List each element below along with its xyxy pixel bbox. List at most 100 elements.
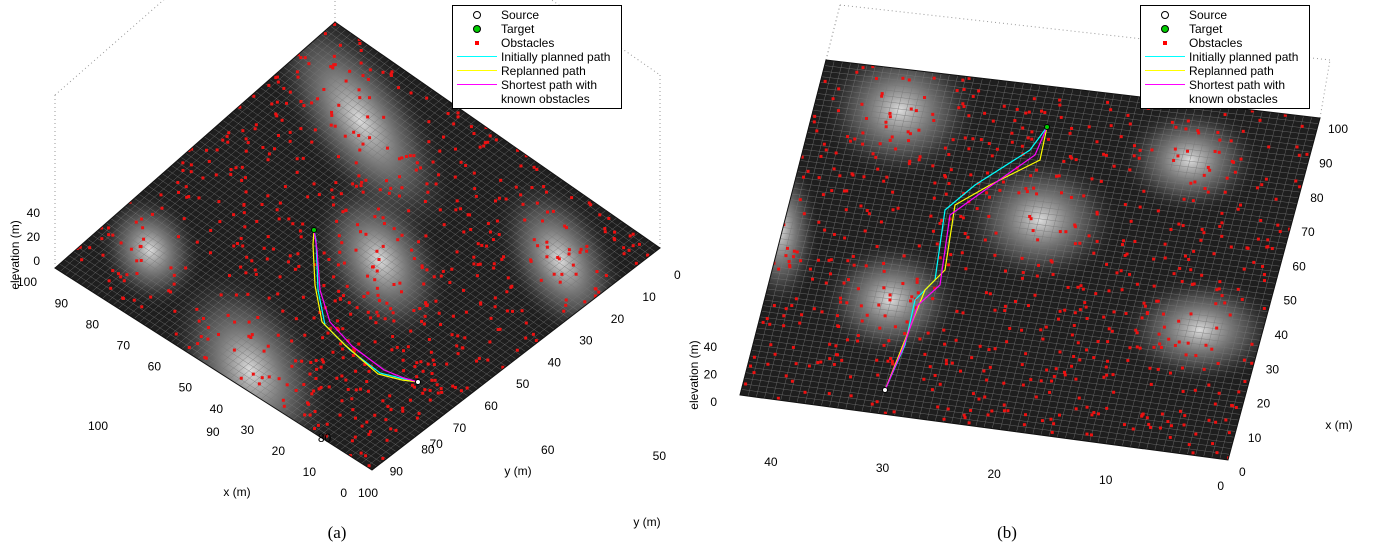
obstacle (1152, 346, 1155, 349)
obstacle (1067, 286, 1070, 289)
obstacle (310, 141, 313, 144)
obstacle (367, 390, 370, 393)
obstacle (1208, 419, 1211, 422)
obstacle (1140, 415, 1143, 418)
obstacle (188, 346, 191, 349)
obstacle (289, 140, 292, 143)
obstacle (360, 181, 363, 184)
obstacle (215, 173, 218, 176)
obstacle (429, 389, 432, 392)
obstacle (1183, 423, 1186, 426)
obstacle (595, 270, 598, 273)
obstacle (402, 369, 405, 372)
obstacle (1128, 273, 1131, 276)
x-tick-label: 10 (303, 465, 317, 479)
obstacle (424, 200, 427, 203)
obstacle (337, 104, 340, 107)
obstacle (1220, 212, 1223, 215)
obstacle (232, 244, 235, 247)
x-tick-label: 50 (1284, 294, 1298, 308)
obstacle (585, 250, 588, 253)
legend-key (455, 50, 501, 64)
obstacle (463, 336, 466, 339)
obstacle (884, 121, 887, 124)
obstacle (992, 120, 995, 123)
obstacle (889, 112, 892, 115)
obstacle (268, 152, 271, 155)
obstacle (340, 241, 343, 244)
obstacle (80, 258, 83, 261)
obstacle (1063, 371, 1066, 374)
obstacle (1144, 305, 1147, 308)
obstacle (347, 388, 350, 391)
obstacle (369, 68, 372, 71)
obstacle (1033, 97, 1036, 100)
obstacle (1178, 267, 1181, 270)
obstacle (427, 140, 430, 143)
obstacle (597, 291, 600, 294)
obstacle (392, 311, 395, 314)
obstacle (1059, 230, 1062, 233)
obstacle (151, 213, 154, 216)
obstacle (1250, 362, 1253, 365)
obstacle (945, 193, 948, 196)
obstacle (393, 227, 396, 230)
obstacle (373, 215, 376, 218)
obstacle (266, 194, 269, 197)
obstacle (1155, 300, 1158, 303)
obstacle (976, 207, 979, 210)
obstacle (221, 139, 224, 142)
legend-entry: Target (455, 22, 617, 36)
obstacle (1055, 367, 1058, 370)
obstacle (454, 176, 457, 179)
obstacle (961, 102, 964, 105)
obstacle (1105, 366, 1108, 369)
obstacle (852, 255, 855, 258)
obstacle (1051, 431, 1054, 434)
obstacle (782, 324, 785, 327)
obstacle (1162, 313, 1165, 316)
obstacle (1058, 99, 1061, 102)
obstacle (1124, 203, 1127, 206)
obstacle (553, 273, 556, 276)
obstacle (986, 171, 989, 174)
obstacle (1210, 348, 1213, 351)
z-tick-label: 40 (704, 340, 718, 354)
obstacle (988, 196, 991, 199)
obstacle (1035, 395, 1038, 398)
obstacle (1177, 320, 1180, 323)
caption: (a) (328, 523, 347, 542)
obstacle (828, 392, 831, 395)
obstacle (460, 161, 463, 164)
obstacle (454, 386, 457, 389)
obstacle (344, 135, 347, 138)
obstacle (959, 370, 962, 373)
obstacle (498, 197, 501, 200)
x-tick-label: 50 (179, 381, 193, 395)
obstacle (330, 124, 333, 127)
obstacle (843, 282, 846, 285)
obstacle (972, 392, 975, 395)
obstacle (1174, 126, 1177, 129)
obstacle (400, 156, 403, 159)
y-axis-label: y (m) (504, 464, 531, 478)
obstacle (459, 207, 462, 210)
obstacle (359, 230, 362, 233)
obstacle (419, 166, 422, 169)
obstacle (546, 246, 549, 249)
legend-label: Replanned path (501, 64, 617, 78)
obstacle (302, 296, 305, 299)
obstacle (276, 76, 279, 79)
obstacle (336, 319, 339, 322)
legend-entry: Initially planned path (1143, 50, 1305, 64)
obstacle (524, 337, 527, 340)
obstacle (438, 312, 441, 315)
obstacle (415, 361, 418, 364)
obstacle (1004, 305, 1007, 308)
obstacle (169, 290, 172, 293)
obstacle (200, 335, 203, 338)
obstacle (515, 186, 518, 189)
obstacle (840, 359, 843, 362)
obstacle (903, 254, 906, 257)
obstacle (268, 297, 271, 300)
